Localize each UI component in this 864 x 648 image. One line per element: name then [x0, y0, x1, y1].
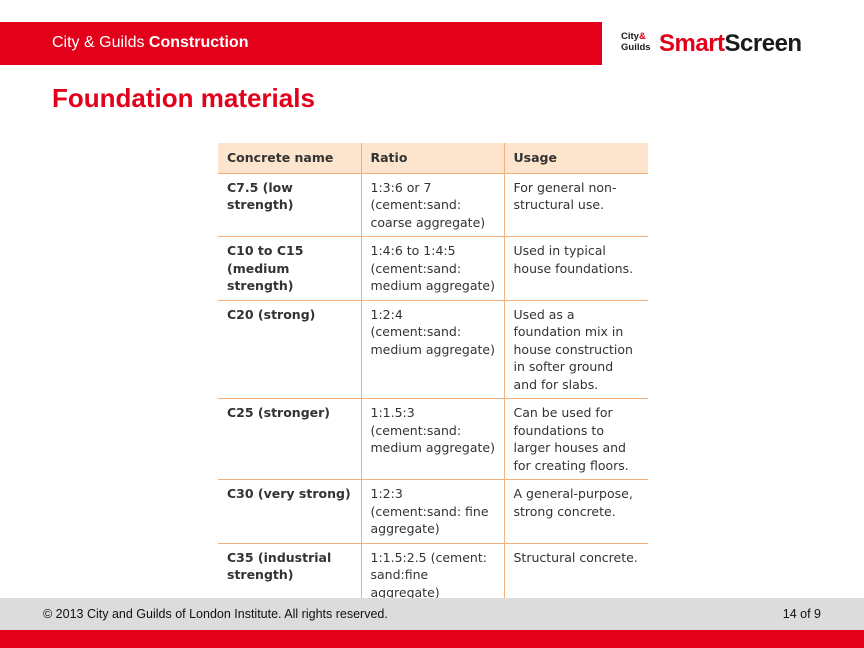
footer-page-number: 14 of 9: [782, 607, 821, 621]
usage-cell: Can be used for foundations to larger ho…: [504, 398, 648, 480]
usage-cell: Used in typical house foundations.: [504, 236, 648, 301]
table-row: C25 (stronger) 1:1.5:3 (cement:sand: med…: [218, 398, 648, 480]
ratio-cell: 1:3:6 or 7 (cement:sand: coarse aggregat…: [361, 173, 505, 237]
concrete-table-container: Concrete name Ratio Usage C7.5 (low stre…: [218, 143, 648, 607]
concrete-name-cell: C20 (strong): [218, 300, 362, 399]
logo-screen-text: Screen: [724, 30, 803, 57]
smartscreen-wordmark: SmartScreen: [659, 30, 802, 58]
logo-smart-text: Smart: [659, 30, 725, 57]
city-guilds-logo: City& Guilds: [621, 31, 659, 53]
smartscreen-logo: City& Guilds SmartScreen: [621, 28, 821, 60]
header-section-name: Construction: [148, 34, 249, 51]
usage-cell: Structural concrete.: [504, 543, 648, 607]
ratio-cell: 1:1.5:3 (cement:sand: medium aggregate): [361, 398, 505, 480]
concrete-table: Concrete name Ratio Usage C7.5 (low stre…: [218, 143, 648, 607]
column-header-usage: Usage: [504, 143, 648, 174]
concrete-name-cell: C25 (stronger): [218, 398, 362, 480]
table-row: C20 (strong) 1:2:4 (cement:sand: medium …: [218, 300, 648, 399]
ratio-cell: 1:2:4 (cement:sand: medium aggregate): [361, 300, 505, 399]
usage-cell: Used as a foundation mix in house constr…: [504, 300, 648, 399]
table-row: C10 to C15 (medium strength) 1:4:6 to 1:…: [218, 236, 648, 301]
table-row: C7.5 (low strength) 1:3:6 or 7 (cement:s…: [218, 173, 648, 237]
usage-cell: A general-purpose, strong concrete.: [504, 479, 648, 544]
concrete-name-cell: C10 to C15 (medium strength): [218, 236, 362, 301]
ratio-cell: 1:2:3 (cement:sand: fine aggregate): [361, 479, 505, 544]
table-row: C30 (very strong) 1:2:3 (cement:sand: fi…: [218, 479, 648, 544]
concrete-name-cell: C7.5 (low strength): [218, 173, 362, 237]
logo-city-text: City: [621, 31, 639, 42]
table-row: C35 (industrial strength) 1:1.5:2.5 (cem…: [218, 543, 648, 607]
column-header-ratio: Ratio: [361, 143, 505, 174]
header-brand-prefix: City & Guilds: [52, 34, 149, 51]
usage-cell: For general non-structural use.: [504, 173, 648, 237]
header-brand: City & Guilds Construction: [52, 34, 248, 52]
footer-bar: © 2013 City and Guilds of London Institu…: [0, 598, 864, 630]
page-title: Foundation materials: [52, 83, 315, 113]
concrete-name-cell: C30 (very strong): [218, 479, 362, 544]
concrete-name-cell: C35 (industrial strength): [218, 543, 362, 607]
bottom-red-strip: [0, 630, 864, 648]
header-bar: City & Guilds Construction: [0, 22, 602, 65]
column-header-concrete-name: Concrete name: [218, 143, 362, 174]
logo-guilds-text: Guilds: [621, 42, 651, 53]
footer-copyright: © 2013 City and Guilds of London Institu…: [43, 607, 388, 621]
table-header-row: Concrete name Ratio Usage: [218, 143, 648, 174]
ratio-cell: 1:4:6 to 1:4:5 (cement:sand: medium aggr…: [361, 236, 505, 301]
logo-ampersand: &: [638, 31, 646, 42]
ratio-cell: 1:1.5:2.5 (cement: sand:fine aggregate): [361, 543, 505, 607]
